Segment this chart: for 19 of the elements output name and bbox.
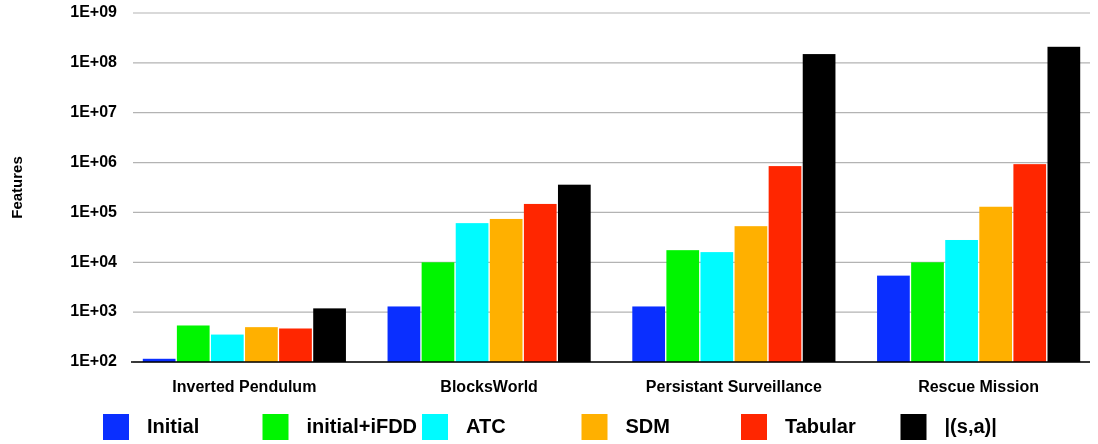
legend-label: Initial xyxy=(147,415,200,438)
y-tick-label: 1E+04 xyxy=(70,252,118,270)
y-tick-label: 1E+07 xyxy=(70,102,118,120)
y-tick-label: 1E+09 xyxy=(70,3,118,21)
y-tick-label: 1E+05 xyxy=(70,202,118,220)
legend-label: Tabular xyxy=(785,415,856,438)
x-tick-label: BlocksWorld xyxy=(440,378,538,395)
y-tick-label: 1E+06 xyxy=(70,152,118,170)
legend-label: SDM xyxy=(625,415,670,438)
y-axis-title: Features xyxy=(8,156,25,219)
y-tick-label: 1E+03 xyxy=(70,302,118,320)
legend-label: ATC xyxy=(466,415,506,438)
legend-label: |(s,a)| xyxy=(944,415,997,438)
y-tick-label: 1E+02 xyxy=(70,352,118,370)
x-tick-label: Rescue Mission xyxy=(918,378,1040,395)
y-tick-label: 1E+08 xyxy=(70,53,118,71)
legend-label: initial+iFDD xyxy=(306,415,418,438)
x-tick-label: Inverted Pendulum xyxy=(172,378,317,395)
x-tick-label: Persistant Surveillance xyxy=(645,378,823,395)
